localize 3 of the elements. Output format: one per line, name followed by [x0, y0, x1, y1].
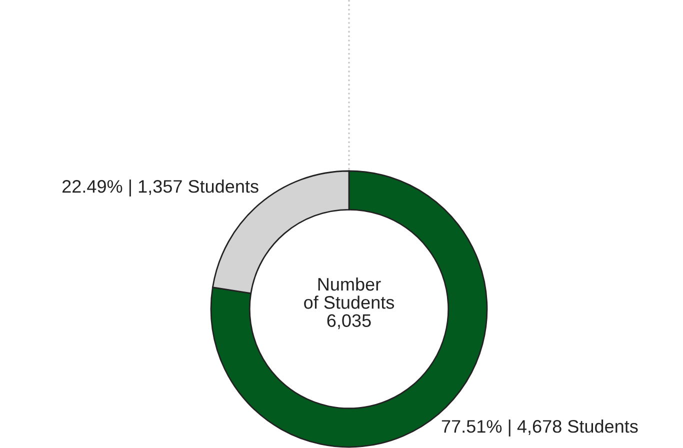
data-label: 22.49% | 1,357 Students — [62, 180, 258, 196]
data-label: 77.51% | 4,678 Students — [442, 420, 638, 436]
text: Number of Students 6,035 — [304, 277, 394, 330]
